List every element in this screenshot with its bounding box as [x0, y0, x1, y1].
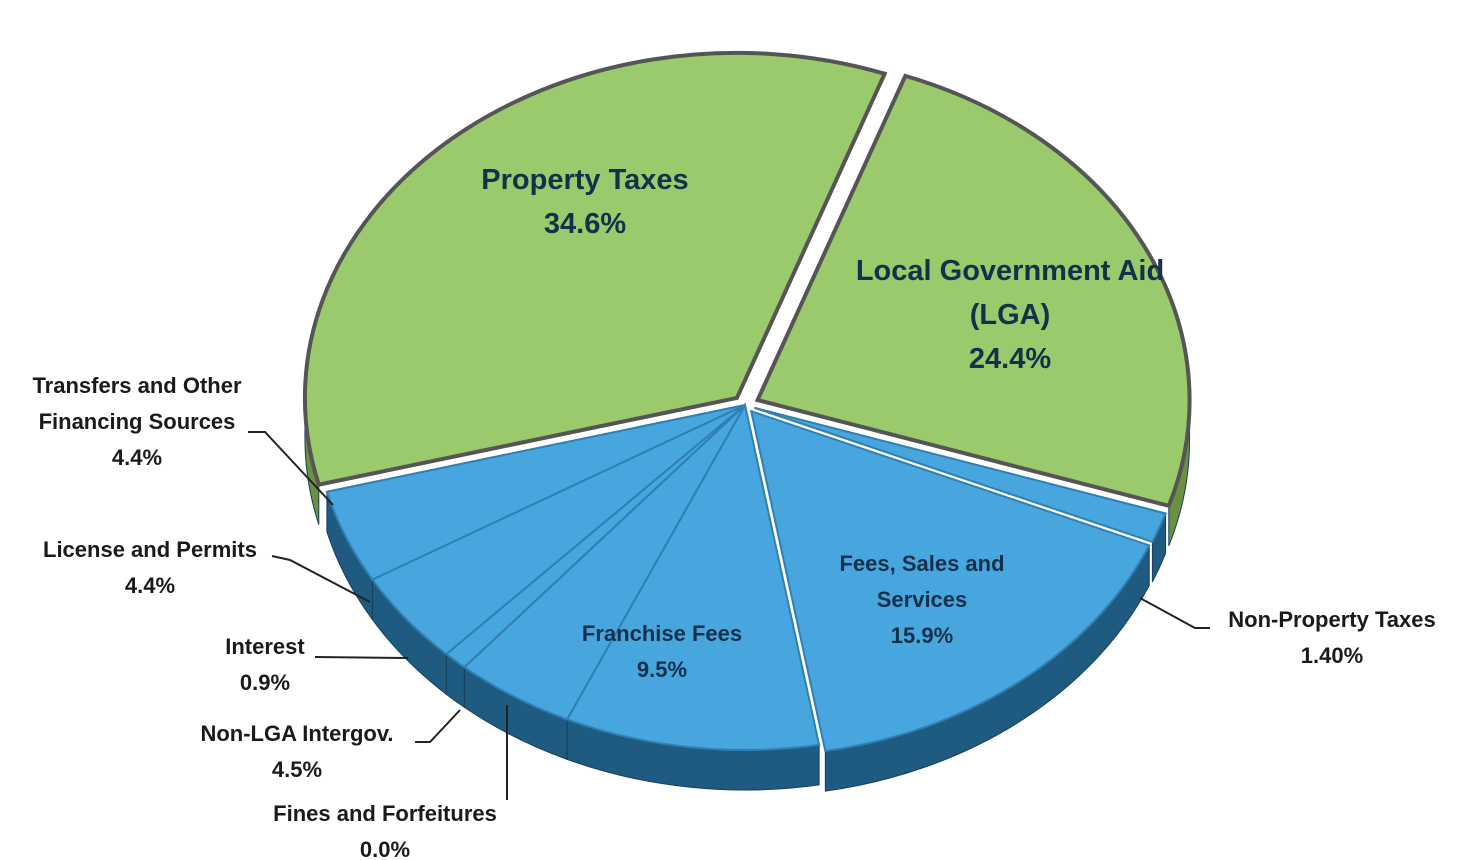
leader-line	[415, 709, 461, 743]
leader-line	[1139, 597, 1210, 629]
slice-name: Local Government Aid (LGA)	[855, 255, 1165, 331]
slice-label: Property Taxes 34.6%	[425, 158, 745, 246]
slice-label: Local Government Aid (LGA) 24.4%	[850, 249, 1170, 381]
leader-line	[248, 431, 334, 506]
slice-value: 34.6%	[543, 208, 627, 240]
slice-value: 0.9%	[239, 670, 291, 695]
slice-name: License and Permits	[43, 537, 257, 562]
slice	[565, 402, 821, 751]
slice-label: Franchise Fees 9.5%	[552, 616, 772, 688]
slice-value: 15.9%	[890, 623, 954, 648]
slice-value: 0.0%	[359, 837, 411, 860]
slice-label: Fees, Sales and Services 15.9%	[822, 546, 1022, 654]
slice-value: 9.5%	[636, 657, 688, 682]
slice-label: Fines and Forfeitures 0.0%	[235, 796, 535, 860]
slice-name: Transfers and Other Financing Sources	[32, 373, 242, 434]
slice-value: 4.4%	[124, 573, 176, 598]
slice-name: Non-LGA Intergov.	[200, 721, 394, 746]
slice	[754, 73, 1192, 509]
slice	[325, 404, 746, 581]
slice-name: Interest	[225, 634, 305, 659]
slice-name: Fees, Sales and Services	[839, 551, 1005, 612]
slice-label: Transfers and Other Financing Sources 4.4…	[12, 368, 262, 476]
slice-label: License and Permits 4.4%	[10, 532, 290, 604]
slice-name: Property Taxes	[481, 164, 689, 196]
slice-name: Fines and Forfeitures	[273, 801, 497, 826]
slice-value: 4.5%	[271, 757, 323, 782]
slice-name: Non-Property Taxes	[1228, 607, 1436, 632]
slice-value: 4.4%	[111, 445, 163, 470]
slice	[302, 50, 888, 487]
slice	[749, 409, 1151, 753]
slice-value: 24.4%	[968, 343, 1052, 375]
leader-line	[271, 555, 371, 603]
slice-label: Interest 0.9%	[165, 629, 365, 701]
slice-label: Non-Property Taxes 1.40%	[1192, 602, 1460, 674]
slice-name: Franchise Fees	[581, 621, 743, 646]
slice-value: 1.40%	[1300, 643, 1364, 668]
leader-line	[314, 656, 409, 659]
slice	[754, 406, 1167, 544]
slice-label: Non-LGA Intergov. 4.5%	[167, 716, 427, 788]
